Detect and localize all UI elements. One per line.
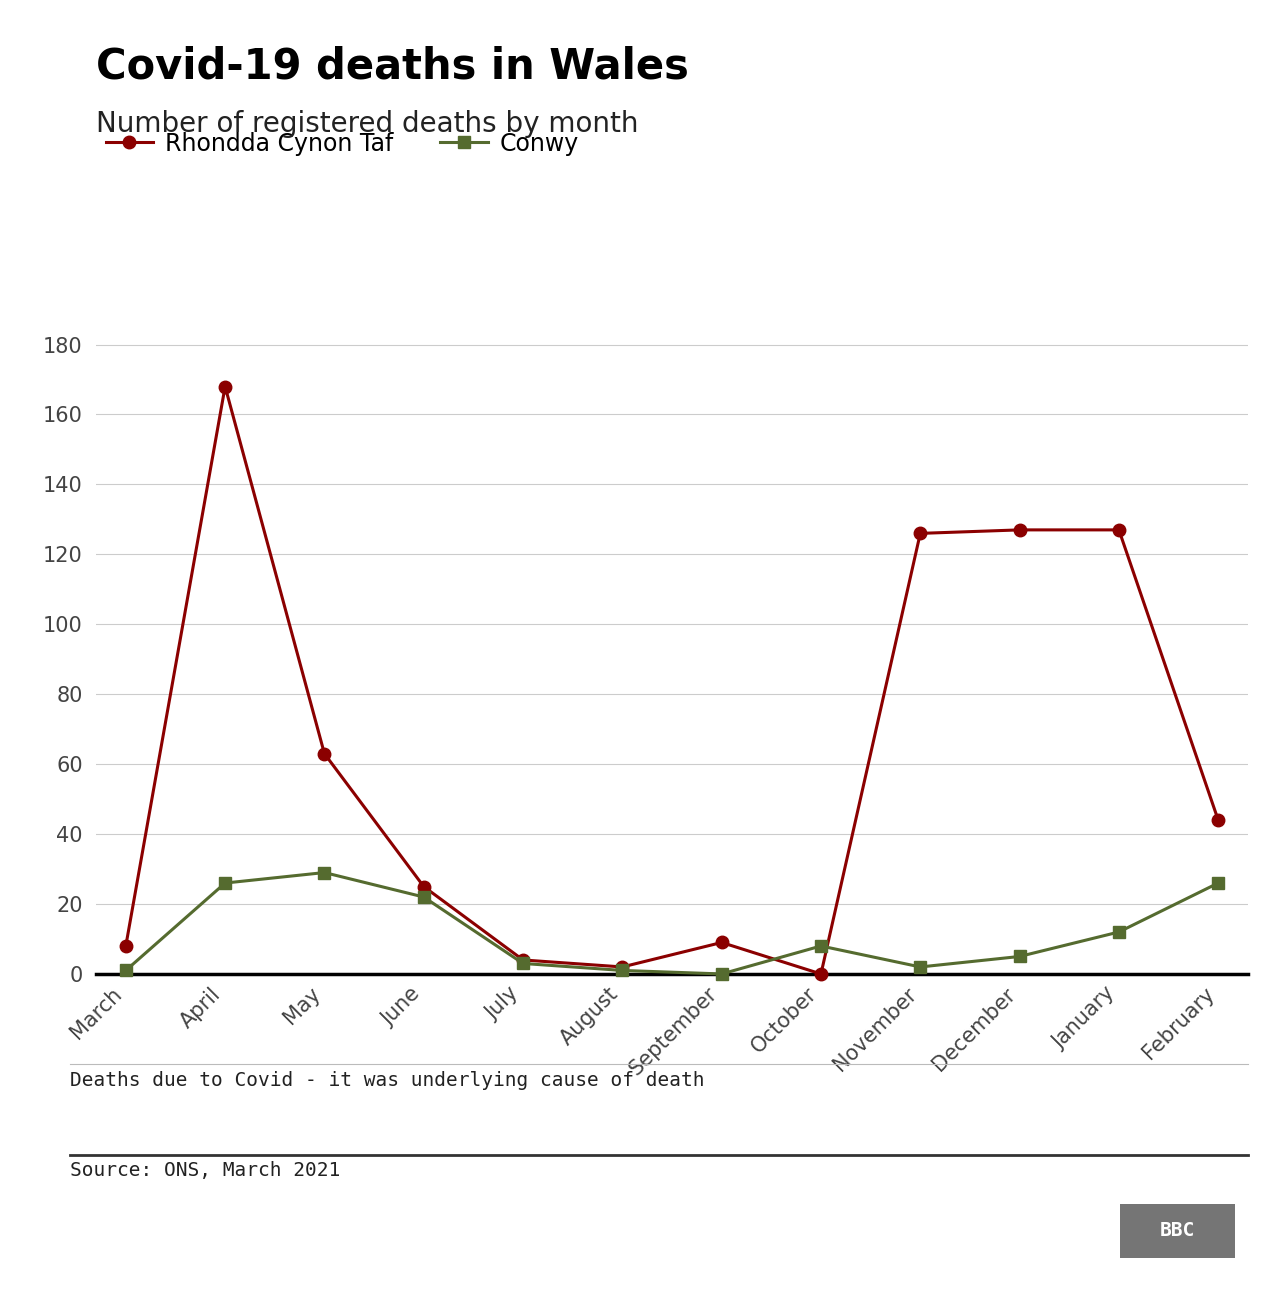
Text: Source: ONS, March 2021: Source: ONS, March 2021: [70, 1161, 340, 1180]
Text: Number of registered deaths by month: Number of registered deaths by month: [96, 110, 639, 138]
Legend: Rhondda Cynon Taf, Conwy: Rhondda Cynon Taf, Conwy: [96, 123, 588, 165]
Text: BBC: BBC: [1160, 1222, 1196, 1240]
Text: Deaths due to Covid - it was underlying cause of death: Deaths due to Covid - it was underlying …: [70, 1071, 705, 1090]
Text: Covid-19 deaths in Wales: Covid-19 deaths in Wales: [96, 45, 689, 88]
